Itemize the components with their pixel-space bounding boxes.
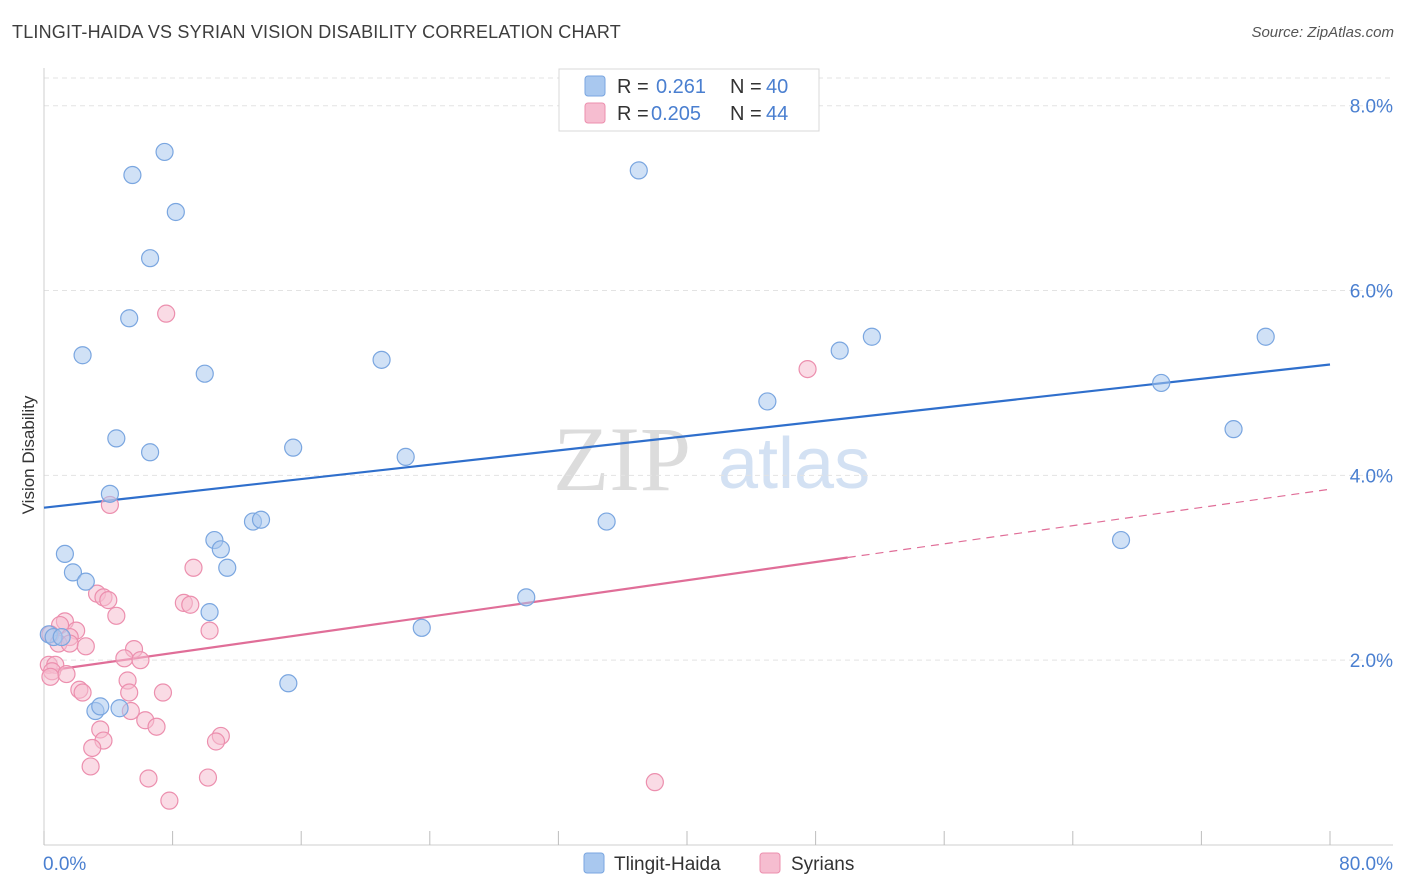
- point-syrians: [73, 683, 92, 702]
- y-tick-label: 6.0%: [1350, 282, 1393, 303]
- stats-legend: R = 0.261 N = 40 R = 0.205 N = 44: [558, 68, 820, 132]
- point-tlingit-haida: [123, 165, 142, 185]
- point-syrians: [181, 595, 200, 614]
- point-tlingit-haida: [279, 674, 298, 693]
- point-syrians: [200, 621, 219, 640]
- point-tlingit-haida: [517, 588, 536, 607]
- point-syrians: [198, 768, 218, 787]
- point-tlingit-haida: [372, 350, 391, 369]
- trend-lines: [43, 363, 1331, 673]
- legend-n-label-1: N =: [730, 76, 762, 98]
- point-syrians: [184, 558, 203, 577]
- bottom-legend-label-tlingit-haida: Tlingit-Haida: [614, 854, 721, 875]
- chart-title: TLINGIT-HAIDA VS SYRIAN VISION DISABILIT…: [12, 22, 621, 42]
- point-syrians: [798, 359, 817, 379]
- legend-r-label-2: R =: [617, 103, 649, 125]
- point-tlingit-haida: [1256, 327, 1275, 346]
- legend-n-value-1: 40: [766, 76, 788, 98]
- trend-line-syrians: [43, 556, 848, 673]
- series-legend: Tlingit-Haida Syrians: [583, 852, 854, 875]
- point-syrians: [131, 651, 150, 670]
- watermark-zip: ZIP: [553, 408, 691, 510]
- x-tick-label-max: 80.0%: [1339, 854, 1393, 875]
- point-syrians: [206, 732, 226, 751]
- point-tlingit-haida: [76, 572, 95, 591]
- legend-r-label-1: R =: [617, 76, 649, 98]
- trend-line-tlingit-haida: [43, 363, 1331, 509]
- y-tick-label: 4.0%: [1350, 466, 1393, 487]
- point-tlingit-haida: [597, 512, 616, 531]
- point-tlingit-haida: [396, 447, 415, 466]
- point-tlingit-haida: [52, 627, 71, 647]
- point-tlingit-haida: [758, 392, 777, 411]
- point-syrians: [83, 738, 102, 758]
- point-syrians: [99, 591, 118, 610]
- watermark-atlas: atlas: [718, 424, 870, 504]
- point-tlingit-haida: [63, 563, 83, 582]
- point-tlingit-haida: [251, 510, 271, 529]
- point-tlingit-haida: [1152, 373, 1171, 393]
- point-syrians: [81, 757, 100, 776]
- point-tlingit-haida: [211, 540, 230, 559]
- bottom-legend-swatch-syrians: [759, 852, 781, 874]
- axes: 2.0% 4.0% 6.0% 8.0%: [43, 68, 1393, 846]
- point-tlingit-haida: [73, 346, 92, 365]
- point-syrians: [120, 683, 139, 702]
- point-syrians: [147, 717, 166, 736]
- legend-r-value-2: 0.205: [651, 103, 701, 125]
- point-tlingit-haida: [120, 309, 139, 328]
- x-tick-label-min: 0.0%: [43, 854, 86, 875]
- point-syrians: [157, 304, 176, 323]
- point-tlingit-haida: [830, 341, 849, 360]
- point-syrians: [41, 667, 60, 686]
- gridlines: [44, 77, 1393, 661]
- point-tlingit-haida: [91, 697, 110, 716]
- point-tlingit-haida: [100, 484, 120, 503]
- point-tlingit-haida: [412, 618, 431, 637]
- point-tlingit-haida: [155, 142, 174, 162]
- point-tlingit-haida: [195, 364, 214, 383]
- point-tlingit-haida: [218, 558, 237, 577]
- y-tick-label: 2.0%: [1350, 651, 1393, 672]
- point-tlingit-haida: [284, 438, 303, 457]
- point-tlingit-haida: [107, 429, 126, 448]
- point-tlingit-haida: [110, 699, 129, 718]
- y-axis-label: Vision Disability: [19, 395, 38, 514]
- legend-r-value-1: 0.261: [656, 76, 706, 98]
- trend-line-syrians-extension: [847, 488, 1331, 559]
- point-syrians: [645, 773, 664, 792]
- point-syrians: [160, 791, 179, 810]
- point-tlingit-haida: [862, 327, 881, 346]
- bottom-legend-label-syrians: Syrians: [791, 854, 854, 875]
- point-tlingit-haida: [1111, 530, 1131, 550]
- point-tlingit-haida: [166, 202, 185, 222]
- bottom-legend-swatch-tlingit-haida: [583, 852, 605, 874]
- point-syrians: [76, 637, 95, 656]
- point-tlingit-haida: [55, 544, 74, 564]
- point-tlingit-haida: [1224, 420, 1243, 439]
- y-tick-label: 8.0%: [1350, 97, 1393, 118]
- point-syrians: [115, 649, 134, 668]
- legend-n-value-2: 44: [766, 103, 788, 125]
- point-syrians: [153, 683, 173, 702]
- point-syrians: [139, 769, 158, 788]
- data-points: [39, 142, 1275, 810]
- point-syrians: [107, 606, 126, 625]
- point-tlingit-haida: [140, 443, 160, 462]
- point-tlingit-haida: [200, 603, 219, 622]
- legend-swatch-tlingit-haida: [584, 75, 606, 97]
- legend-swatch-syrians: [584, 102, 606, 124]
- point-syrians: [57, 664, 76, 684]
- chart-source: Source: ZipAtlas.com: [1251, 24, 1394, 41]
- point-tlingit-haida: [140, 249, 160, 268]
- legend-n-label-2: N =: [730, 103, 762, 125]
- point-tlingit-haida: [629, 161, 648, 180]
